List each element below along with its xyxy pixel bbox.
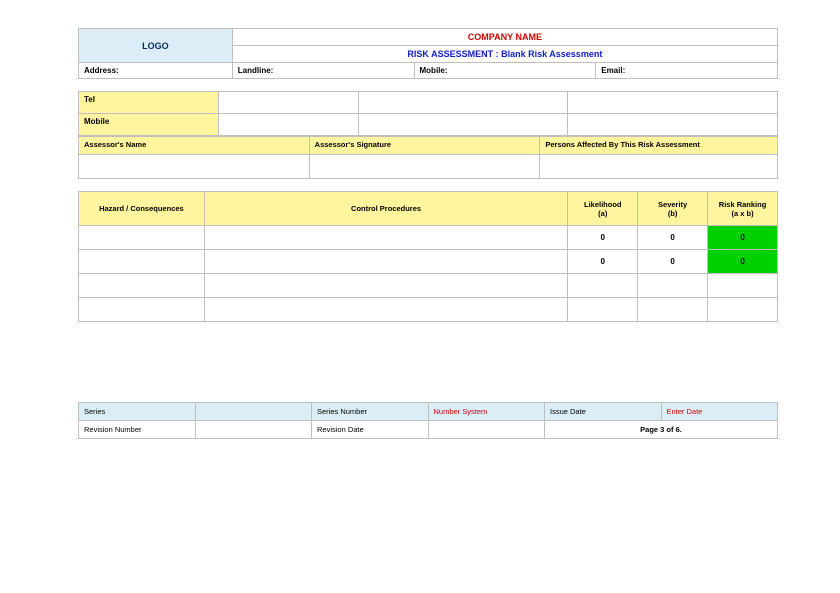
header-table: LOGO COMPANY NAME RISK ASSESSMENT : Blan… (78, 28, 778, 79)
tel-value-2 (358, 92, 568, 114)
hazard-row (79, 298, 778, 322)
hazard-cell-hazard (79, 274, 205, 298)
landline-label: Landline: (232, 63, 414, 79)
persons-affected-value (540, 155, 778, 179)
address-label: Address: (79, 63, 233, 79)
hazard-cell-rank: 0 (708, 250, 778, 274)
document-title: RISK ASSESSMENT : Blank Risk Assessment (232, 46, 777, 63)
hazard-cell-control (204, 250, 567, 274)
footer-table: Series Series Number Number System Issue… (78, 402, 778, 439)
hazard-col-hazard: Hazard / Consequences (79, 192, 205, 226)
hazard-col-likelihood: Likelihood(a) (568, 192, 638, 226)
hazard-cell-hazard (79, 226, 205, 250)
email-label: Email: (596, 63, 778, 79)
hazard-cell-rank (708, 274, 778, 298)
hazard-col-control: Control Procedures (204, 192, 567, 226)
hazard-row: 000 (79, 250, 778, 274)
issue-date-label: Issue Date (545, 403, 662, 421)
contact-table: Tel Mobile (78, 91, 778, 136)
revision-date-value (428, 421, 545, 439)
mobile-label: Mobile: (414, 63, 596, 79)
series-label: Series (79, 403, 196, 421)
hazard-col-severity: Severity(b) (638, 192, 708, 226)
series-number-label: Series Number (312, 403, 429, 421)
hazard-cell-likelihood (568, 274, 638, 298)
logo-cell: LOGO (79, 29, 233, 63)
assessor-table: Assessor's Name Assessor's Signature Per… (78, 136, 778, 179)
hazard-cell-likelihood (568, 298, 638, 322)
persons-affected-label: Persons Affected By This Risk Assessment (540, 137, 778, 155)
mobile-value-1 (218, 114, 358, 136)
tel-value-3 (568, 92, 778, 114)
hazard-cell-severity: 0 (638, 226, 708, 250)
hazard-cell-likelihood: 0 (568, 250, 638, 274)
hazard-cell-likelihood: 0 (568, 226, 638, 250)
mobile-label-2: Mobile (79, 114, 219, 136)
tel-value-1 (218, 92, 358, 114)
hazard-cell-control (204, 226, 567, 250)
issue-date-value: Enter Date (661, 403, 778, 421)
mobile-value-2 (358, 114, 568, 136)
revision-number-label: Revision Number (79, 421, 196, 439)
series-number-value: Number System (428, 403, 545, 421)
assessor-name-value (79, 155, 310, 179)
hazard-col-rank: Risk Ranking(a x b) (708, 192, 778, 226)
hazard-cell-rank: 0 (708, 226, 778, 250)
assessor-sig-value (309, 155, 540, 179)
hazard-cell-hazard (79, 250, 205, 274)
hazard-cell-severity: 0 (638, 250, 708, 274)
assessor-name-label: Assessor's Name (79, 137, 310, 155)
hazard-cell-severity (638, 298, 708, 322)
assessor-sig-label: Assessor's Signature (309, 137, 540, 155)
mobile-value-3 (568, 114, 778, 136)
hazard-cell-severity (638, 274, 708, 298)
hazard-row (79, 274, 778, 298)
revision-date-label: Revision Date (312, 421, 429, 439)
revision-number-value (195, 421, 312, 439)
hazard-cell-rank (708, 298, 778, 322)
page-indicator: Page 3 of 6. (545, 421, 778, 439)
hazard-cell-control (204, 298, 567, 322)
hazard-table: Hazard / ConsequencesControl ProceduresL… (78, 191, 778, 322)
tel-label: Tel (79, 92, 219, 114)
document-page: LOGO COMPANY NAME RISK ASSESSMENT : Blan… (78, 28, 778, 439)
company-name: COMPANY NAME (232, 29, 777, 46)
hazard-row: 000 (79, 226, 778, 250)
hazard-cell-hazard (79, 298, 205, 322)
series-value (195, 403, 312, 421)
hazard-cell-control (204, 274, 567, 298)
